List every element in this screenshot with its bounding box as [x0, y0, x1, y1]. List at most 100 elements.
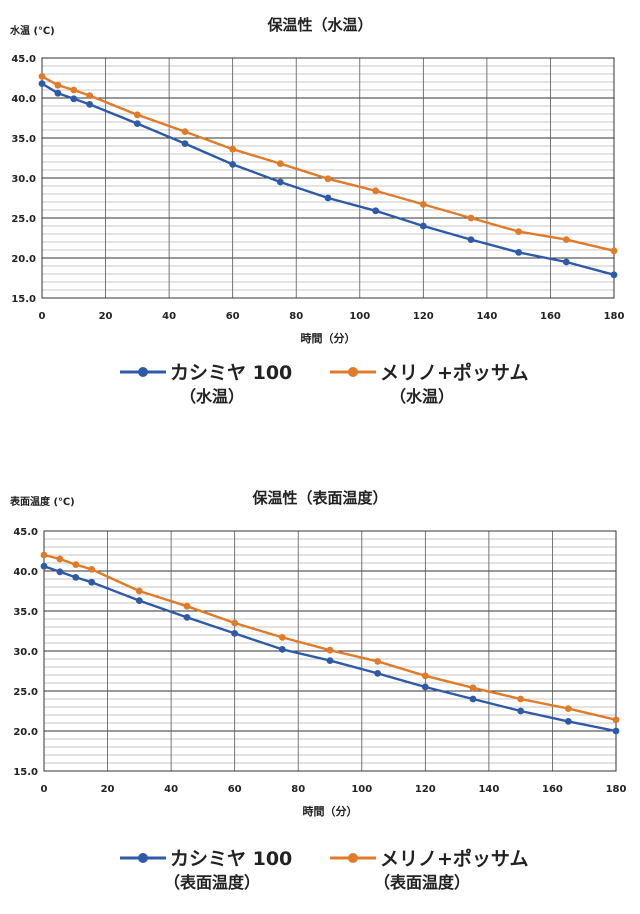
data-point	[72, 574, 80, 581]
y-tick-label: 20.0	[13, 727, 38, 738]
data-point	[276, 178, 284, 186]
data-point	[278, 646, 286, 653]
data-point	[421, 683, 429, 691]
series-1	[40, 562, 620, 735]
data-point	[372, 207, 380, 215]
y-tick-label: 15.0	[13, 767, 38, 778]
data-point	[374, 658, 382, 665]
data-point	[564, 705, 572, 712]
data-point	[231, 630, 239, 637]
data-point	[421, 672, 429, 680]
data-point	[469, 695, 477, 703]
x-axis-label: 時間（分）	[303, 804, 358, 818]
legend-sublabel: （表面温度）	[374, 873, 470, 892]
x-tick-label: 180	[606, 784, 627, 795]
data-point	[324, 175, 332, 183]
legend-label: メリノ+ポッサム	[380, 847, 529, 870]
legend-marker	[138, 853, 148, 863]
x-tick-label: 100	[351, 784, 372, 795]
data-point	[372, 187, 380, 195]
chart-title: 保温性（表面温度）	[251, 489, 387, 507]
data-point	[229, 161, 237, 168]
x-tick-label: 140	[478, 784, 499, 795]
legend-sublabel: （水温）	[180, 387, 244, 406]
x-tick-label: 0	[41, 784, 48, 795]
data-point	[86, 92, 94, 99]
data-point	[56, 555, 64, 563]
data-point	[133, 120, 141, 127]
data-point	[419, 201, 427, 208]
data-point	[72, 561, 80, 568]
data-point	[38, 80, 46, 87]
x-tick-label: 80	[289, 311, 303, 322]
y-tick-label: 35.0	[13, 607, 38, 618]
data-point	[40, 551, 48, 559]
data-point	[56, 568, 64, 576]
x-tick-label: 60	[228, 784, 242, 795]
legend-item-2: メリノ+ポッサム （表面温度）	[330, 847, 529, 892]
data-point	[612, 716, 620, 724]
data-point	[515, 228, 523, 236]
data-point	[135, 587, 143, 595]
data-point	[181, 140, 189, 148]
legend-sublabel: （表面温度）	[164, 873, 260, 892]
data-point	[183, 602, 191, 610]
legend-label: カシミヤ 100	[170, 848, 292, 870]
x-tick-label: 40	[162, 311, 176, 322]
x-tick-label: 160	[542, 784, 563, 795]
data-point	[562, 258, 570, 266]
data-point	[135, 597, 143, 604]
y-tick-label: 45.0	[11, 54, 36, 65]
y-tick-label: 45.0	[13, 527, 38, 538]
data-point	[517, 707, 525, 715]
y-tick-label: 40.0	[11, 94, 36, 105]
data-point	[70, 86, 78, 94]
legend-item-1: カシミヤ 100 （表面温度）	[120, 848, 292, 892]
data-point	[231, 619, 239, 627]
data-point	[564, 718, 572, 725]
y-tick-label: 20.0	[11, 254, 36, 265]
data-point	[38, 73, 46, 80]
y-axis-label: 水温 (℃)	[9, 24, 55, 37]
data-point	[86, 101, 94, 108]
data-point	[276, 160, 284, 168]
data-point	[612, 727, 620, 735]
y-tick-label: 40.0	[13, 567, 38, 578]
x-tick-label: 60	[226, 311, 240, 322]
data-point	[326, 646, 334, 654]
legend-label: メリノ+ポッサム	[380, 361, 529, 384]
data-point	[326, 657, 334, 664]
x-tick-label: 120	[413, 311, 434, 322]
data-point	[54, 89, 62, 97]
data-point	[517, 695, 525, 703]
y-tick-label: 30.0	[11, 174, 36, 185]
data-point	[88, 578, 96, 586]
plot-frame	[43, 530, 617, 772]
data-point	[610, 247, 618, 255]
data-point	[133, 111, 141, 119]
x-tick-label: 80	[291, 784, 305, 795]
data-point	[183, 614, 191, 621]
data-point	[610, 271, 618, 279]
chart-2: 保温性（表面温度） 表面温度 (℃) 時間（分） 15.0 20.0 25.0 30.0 35…	[9, 489, 626, 892]
x-tick-label: 120	[415, 784, 436, 795]
data-point	[467, 236, 475, 244]
data-point	[562, 236, 570, 244]
legend-marker	[348, 853, 358, 863]
data-point	[515, 249, 523, 256]
y-tick-label: 15.0	[11, 294, 36, 305]
x-axis-label: 時間（分）	[301, 331, 356, 345]
x-tick-label: 0	[39, 311, 46, 322]
x-tick-label: 100	[349, 311, 370, 322]
legend-marker	[138, 367, 148, 377]
x-tick-label: 140	[476, 311, 497, 322]
data-point	[467, 214, 475, 222]
series-2	[38, 73, 618, 255]
data-point	[88, 566, 96, 573]
y-axis-label: 表面温度 (℃)	[9, 495, 75, 508]
y-tick-label: 35.0	[11, 134, 36, 145]
data-point	[419, 222, 427, 230]
series-1	[38, 80, 618, 279]
data-point	[469, 684, 477, 692]
